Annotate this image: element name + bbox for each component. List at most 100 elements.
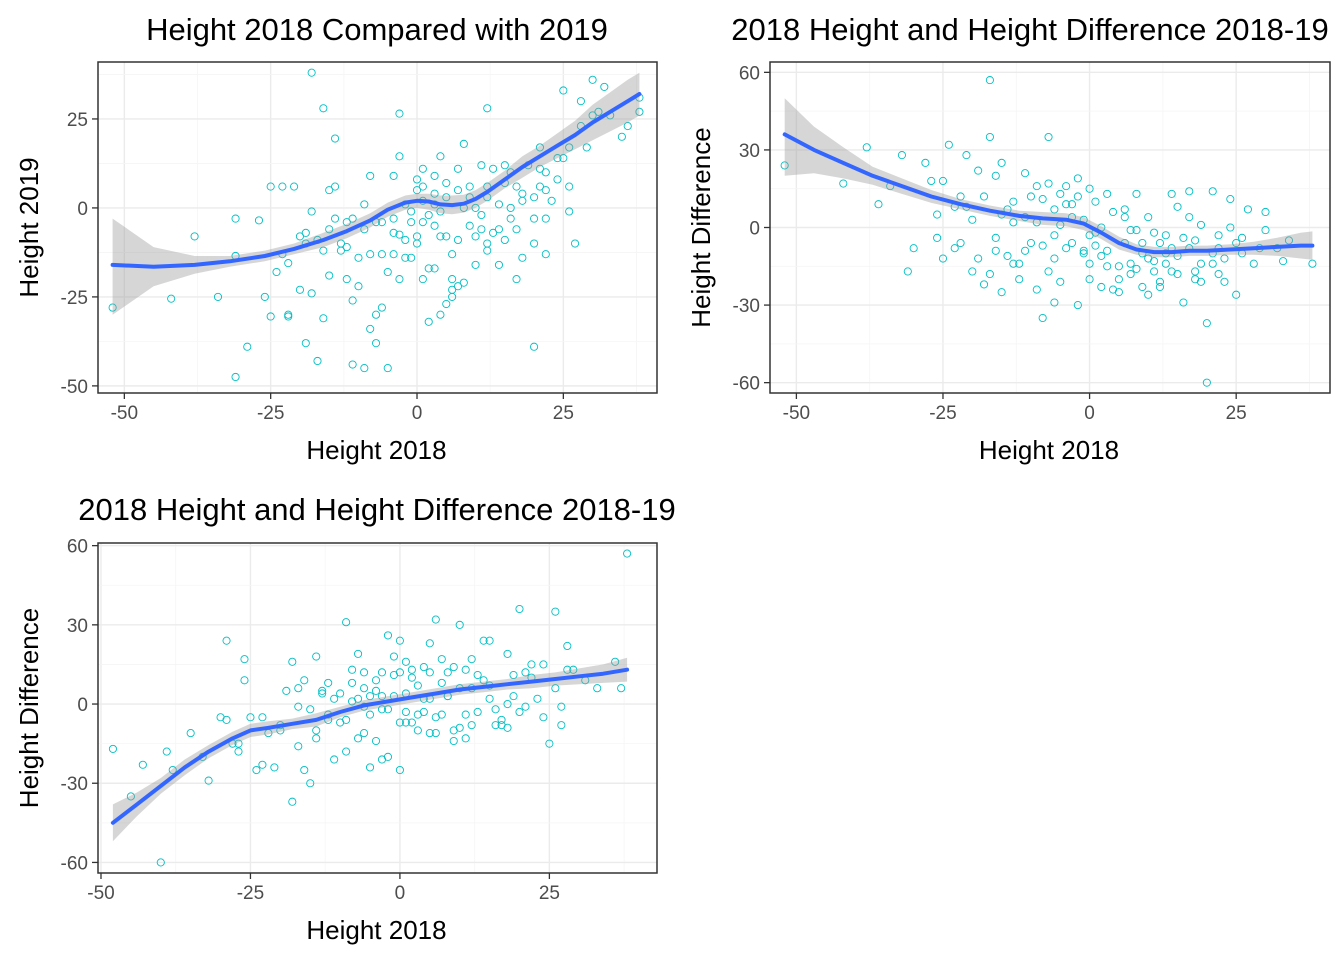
data-point [413, 710, 422, 719]
data-point [1173, 202, 1182, 211]
x-tick-label: 0 [1084, 403, 1095, 424]
data-point [448, 250, 457, 259]
data-point [1067, 200, 1077, 209]
data-point [453, 282, 463, 291]
data-point [563, 641, 572, 651]
data-point [407, 665, 416, 674]
data-point [1108, 207, 1118, 217]
data-point [515, 707, 524, 717]
data-point [1243, 205, 1252, 214]
data-point [489, 164, 498, 173]
data-point [991, 171, 1000, 180]
x-axis-title: Height 2018 [979, 435, 1119, 465]
data-point [359, 729, 369, 738]
data-point [348, 296, 357, 305]
data-point [418, 164, 427, 173]
data-point [518, 196, 527, 205]
data-point [1032, 285, 1041, 294]
data-point [437, 678, 446, 687]
y-tick-label: -50 [61, 377, 88, 398]
data-point [412, 186, 422, 195]
data-point [431, 713, 440, 722]
data-point [425, 668, 434, 677]
data-point [927, 176, 936, 186]
data-point [933, 233, 942, 242]
data-point [1179, 298, 1188, 307]
data-point [348, 678, 357, 687]
data-point [258, 713, 267, 722]
data-point [412, 175, 422, 184]
data-point [530, 239, 539, 248]
data-point [944, 140, 953, 149]
panel-border [97, 542, 658, 874]
data-point [319, 104, 328, 113]
chart-title: Height 2018 Compared with 2019 [146, 12, 608, 47]
data-point [307, 289, 316, 298]
data-point [1150, 267, 1159, 276]
data-point [473, 707, 482, 717]
data-point [294, 702, 303, 711]
y-axis-title: Height Difference [14, 608, 44, 808]
data-point [1144, 213, 1153, 222]
data-point [222, 636, 231, 645]
data-point [477, 225, 486, 234]
data-point [442, 299, 451, 309]
data-point [611, 657, 620, 666]
data-point [395, 668, 404, 677]
data-point [389, 652, 398, 661]
data-point [395, 765, 404, 775]
data-point [1097, 282, 1106, 292]
y-tick-label: 0 [77, 199, 88, 220]
data-point [617, 684, 626, 693]
chart-panel-1: -50 -25 0 25 -50 -25 0 25 Height 2018 Compared w… [14, 12, 658, 465]
data-point [1050, 231, 1059, 240]
y-tick-label: -30 [61, 774, 88, 795]
data-point [559, 154, 568, 163]
data-point [395, 718, 404, 727]
data-point [1161, 231, 1170, 240]
smooth-trend-line [110, 667, 630, 825]
data-point [1021, 169, 1030, 178]
x-tick-label: 25 [539, 883, 560, 904]
data-point [319, 314, 328, 323]
data-point [617, 132, 626, 141]
data-point [330, 694, 339, 703]
data-point [319, 246, 328, 255]
data-point [956, 192, 965, 201]
data-point [1179, 233, 1188, 242]
data-point [371, 686, 381, 695]
y-tick-label: -60 [61, 853, 88, 874]
data-point [348, 697, 357, 706]
data-point [167, 294, 176, 303]
data-point [956, 238, 965, 248]
data-point [453, 186, 463, 195]
data-point [331, 214, 340, 223]
data-point [459, 139, 468, 148]
data-point [360, 364, 369, 373]
data-point [190, 232, 199, 241]
data-point [1202, 378, 1211, 387]
y-axis-title: Height 2019 [14, 157, 44, 297]
data-point [1144, 290, 1153, 299]
data-point [222, 715, 231, 724]
data-point [359, 684, 369, 693]
data-point [512, 182, 521, 191]
data-point [1208, 259, 1217, 268]
data-point [1073, 174, 1082, 183]
data-point [324, 678, 333, 687]
data-point [252, 765, 261, 775]
y-tick-label: 25 [67, 110, 88, 131]
data-point [371, 339, 381, 348]
chart-title: 2018 Height and Height Difference 2018-1… [731, 12, 1328, 47]
data-point [465, 182, 474, 191]
data-point [494, 260, 504, 269]
y-tick-label: 30 [67, 616, 88, 637]
data-point [449, 663, 458, 672]
data-point [377, 218, 386, 227]
data-point [437, 655, 446, 664]
data-point [231, 214, 240, 223]
data-point [204, 776, 213, 785]
data-point [1138, 238, 1147, 248]
panel-background [98, 62, 657, 393]
